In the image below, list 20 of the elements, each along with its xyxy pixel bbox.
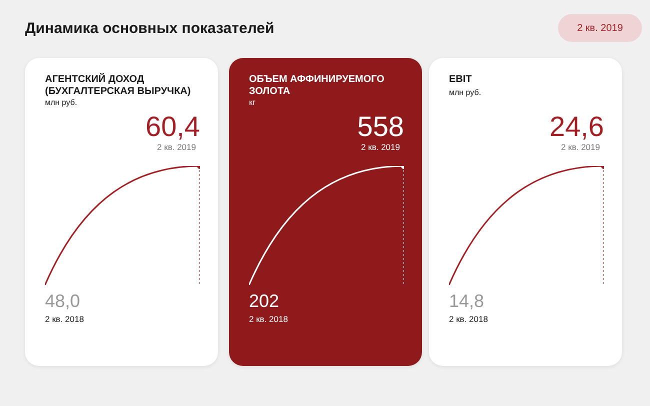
y-axis-title: млн руб. <box>45 98 78 107</box>
data-label: 48,0 <box>45 291 80 311</box>
text: 2 кв. 2019 <box>561 142 600 152</box>
chart-title: АГЕНТСКИЙ ДОХОД (БУХГАЛТЕРСКАЯ ВЫРУЧКА) <box>45 74 192 98</box>
text: 2 кв. 2018 <box>249 314 288 324</box>
data-label: 60,4 <box>146 111 200 142</box>
text: 2 кв. 2018 <box>449 314 488 324</box>
text: 2 кв. 2019 <box>361 142 400 152</box>
data-label: 558 <box>357 111 404 142</box>
data-label: 24,6 <box>550 111 604 142</box>
chart-title: ОБЪЕМ АФФИНИРУЕМОГО ЗОЛОТА <box>249 74 386 98</box>
text: 2 кв. 2019 <box>558 14 642 42</box>
text: Динамика основных показателей <box>25 20 274 37</box>
y-axis-title: кг <box>249 98 256 107</box>
text: 2 кв. 2018 <box>45 314 84 324</box>
data-label: 14,8 <box>449 291 484 311</box>
text: 2 кв. 2019 <box>157 142 196 152</box>
y-axis-title: млн руб. <box>449 88 482 97</box>
chart-title: EBIT <box>449 74 473 86</box>
data-label: 202 <box>249 291 280 311</box>
